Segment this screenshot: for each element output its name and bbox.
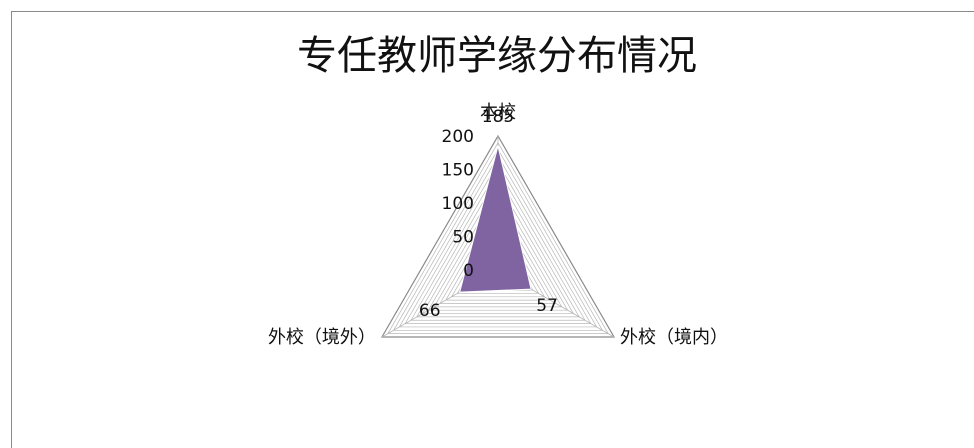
- category-label: 外校（境内）: [620, 327, 728, 348]
- category-label: 本校: [480, 102, 516, 123]
- grid-ring: [427, 188, 569, 311]
- grid-ring: [439, 202, 557, 304]
- grid-ring: [387, 141, 609, 334]
- radar-series-layer: [459, 145, 532, 293]
- grid-ring: [410, 168, 586, 321]
- grid-ring: [398, 155, 598, 328]
- grid-ring: [392, 148, 604, 331]
- radial-tick-label: 100: [442, 194, 474, 214]
- radar-data-labels: 185 57 66: [419, 107, 558, 321]
- data-label: 57: [536, 296, 558, 316]
- radar-series-area: [459, 145, 532, 293]
- grid-ring: [433, 195, 563, 308]
- grid-ring: [380, 134, 616, 338]
- radar-tick-labels: 0 50 100 150 200: [442, 127, 474, 281]
- data-label: 185: [482, 107, 514, 127]
- radial-tick-label: 50: [452, 228, 474, 248]
- category-label: 外校（境外）: [268, 327, 376, 348]
- grid-ring: [421, 182, 575, 314]
- grid-ring: [404, 162, 592, 324]
- radial-tick-label: 0: [463, 261, 474, 281]
- grid-ring: [416, 175, 580, 318]
- radial-tick-label: 200: [442, 127, 474, 147]
- data-label: 66: [419, 301, 441, 321]
- chart-title: 专任教师学缘分布情况: [297, 33, 697, 79]
- radial-tick-label: 150: [442, 161, 474, 181]
